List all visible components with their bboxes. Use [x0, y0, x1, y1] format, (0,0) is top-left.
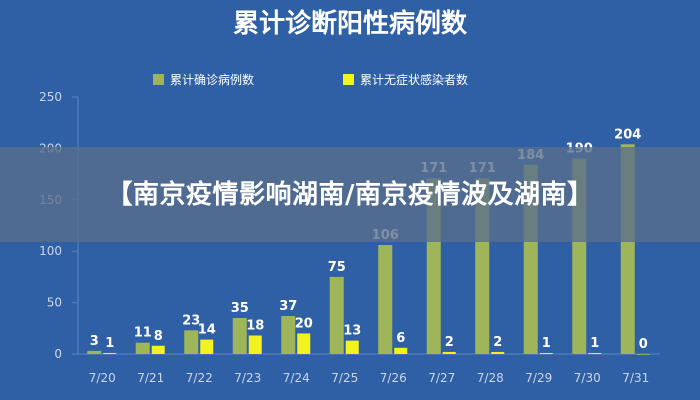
- bar-asymptomatic: [200, 339, 214, 354]
- value-label-asymptomatic: 0: [639, 337, 648, 352]
- bar-asymptomatic: [491, 351, 505, 354]
- value-label-asymptomatic: 14: [198, 323, 216, 338]
- legend-swatch-asymptomatic: [343, 74, 354, 85]
- x-tick-label: 7/30: [574, 371, 601, 385]
- bar-asymptomatic: [394, 347, 408, 354]
- value-label-asymptomatic: 18: [246, 318, 264, 333]
- bar-confirmed: [135, 342, 150, 354]
- bar-asymptomatic: [103, 352, 117, 354]
- bar-asymptomatic: [539, 352, 553, 354]
- value-label-confirmed: 35: [231, 301, 249, 316]
- x-tick-label: 7/28: [477, 371, 504, 385]
- bar-asymptomatic: [345, 340, 359, 354]
- value-label-confirmed: 23: [182, 313, 200, 328]
- chart-title: 累计诊断阳性病例数: [233, 8, 468, 39]
- bar-confirmed: [378, 245, 393, 354]
- value-label-asymptomatic: 1: [542, 336, 551, 351]
- value-label-confirmed: 3: [90, 334, 99, 349]
- value-label-asymptomatic: 2: [445, 335, 454, 350]
- value-label-asymptomatic: 2: [493, 335, 502, 350]
- bar-asymptomatic: [248, 335, 262, 354]
- value-label-confirmed: 204: [614, 127, 641, 142]
- value-label-asymptomatic: 1: [105, 336, 114, 351]
- legend-label-confirmed: 累计确诊病例数: [170, 72, 254, 87]
- value-label-confirmed: 37: [279, 299, 297, 314]
- x-tick-label: 7/20: [89, 371, 116, 385]
- bar-confirmed: [281, 315, 296, 354]
- y-tick-label: 250: [39, 90, 62, 104]
- x-tick-label: 7/23: [234, 371, 261, 385]
- y-tick-label: 50: [47, 296, 62, 310]
- x-tick-label: 7/31: [622, 371, 649, 385]
- bar-asymptomatic: [297, 333, 311, 354]
- value-label-asymptomatic: 8: [154, 329, 163, 344]
- bar-asymptomatic: [442, 351, 456, 354]
- y-tick-label: 100: [39, 244, 62, 258]
- value-label-asymptomatic: 20: [295, 316, 313, 331]
- value-label-asymptomatic: 13: [343, 324, 361, 339]
- x-tick-label: 7/21: [137, 371, 164, 385]
- value-label-asymptomatic: 1: [590, 336, 599, 351]
- bar-asymptomatic: [636, 354, 650, 355]
- overlay-banner: 【南京疫情影响湖南/南京疫情波及湖南】: [0, 147, 700, 242]
- x-tick-label: 7/26: [380, 371, 407, 385]
- bar-asymptomatic: [151, 345, 165, 354]
- x-tick-label: 7/24: [283, 371, 310, 385]
- value-label-confirmed: 11: [134, 326, 152, 341]
- bar-asymptomatic: [588, 352, 602, 354]
- legend-swatch-confirmed: [153, 74, 164, 85]
- value-label-confirmed: 75: [328, 260, 346, 275]
- legend: 累计确诊病例数 累计无症状感染者数: [153, 72, 468, 87]
- x-tick-label: 7/29: [525, 371, 552, 385]
- bar-confirmed: [232, 318, 247, 354]
- x-tick-label: 7/25: [331, 371, 358, 385]
- legend-label-asymptomatic: 累计无症状感染者数: [360, 72, 468, 87]
- x-axis: 7/20 7/21 7/22 7/23 7/24 7/25 7/26 7/27 7/28 7/29…: [78, 353, 660, 385]
- bar-confirmed: [184, 330, 199, 354]
- bar-confirmed: [87, 350, 102, 354]
- y-tick-label: 0: [54, 347, 62, 361]
- x-tick-label: 7/22: [186, 371, 213, 385]
- x-tick-label: 7/27: [428, 371, 455, 385]
- value-label-asymptomatic: 6: [396, 331, 405, 346]
- bar-confirmed: [329, 276, 344, 354]
- overlay-title: 【南京疫情影响湖南/南京疫情波及湖南】: [106, 179, 594, 210]
